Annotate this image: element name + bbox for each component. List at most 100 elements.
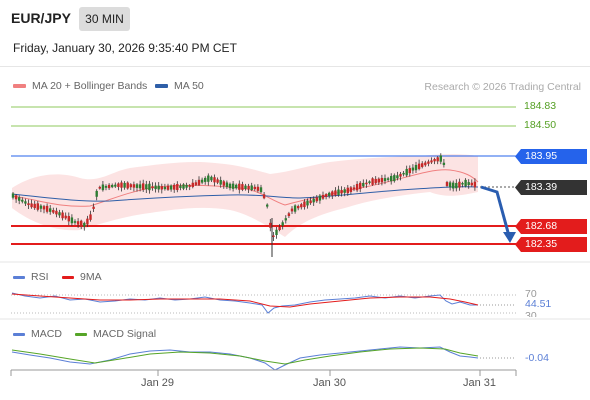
candle-body xyxy=(210,176,213,181)
candle-body xyxy=(436,157,439,162)
candle-body xyxy=(390,175,393,182)
candle-body xyxy=(219,179,222,185)
candle-body xyxy=(27,203,30,206)
legend-rsi-9ma: 9MA xyxy=(62,271,102,283)
candle-body xyxy=(269,222,272,228)
candle-body xyxy=(92,206,95,209)
macd-swatch xyxy=(13,332,25,336)
candle-body xyxy=(163,186,167,190)
candle-body xyxy=(76,221,80,225)
legend-macd: MACD xyxy=(13,328,62,340)
candle-body xyxy=(148,183,151,191)
candle-body xyxy=(207,175,210,182)
candle-body xyxy=(247,185,250,190)
candle-body xyxy=(235,184,238,189)
candle-body xyxy=(142,183,145,190)
candle-body xyxy=(194,182,198,185)
candle-body xyxy=(262,194,266,199)
candle-body xyxy=(290,208,294,212)
resistance-1-label: 184.50 xyxy=(524,119,557,131)
candle-body xyxy=(439,155,442,162)
candle-body xyxy=(455,182,458,189)
candle-body xyxy=(424,162,427,166)
candle-body xyxy=(216,179,219,183)
candle-body xyxy=(160,186,163,190)
candle-body xyxy=(461,182,464,185)
candle-body xyxy=(52,210,55,213)
rsi-9ma-line xyxy=(11,293,479,308)
candle-body xyxy=(18,197,21,201)
candle-body xyxy=(272,235,275,238)
candle-body xyxy=(399,173,402,177)
candle-body xyxy=(182,184,185,189)
legend-rsi: RSI xyxy=(13,271,49,283)
rsi-line xyxy=(11,292,478,314)
candle-body xyxy=(104,186,108,188)
candle-body xyxy=(284,218,287,221)
support-1-label: 182.68 xyxy=(515,219,587,234)
candle-body xyxy=(24,201,27,204)
candle-body xyxy=(70,217,74,224)
candle-body xyxy=(359,182,362,190)
candle-body xyxy=(297,206,300,209)
candle-body xyxy=(287,213,291,217)
candle-body xyxy=(120,182,123,188)
candle-body xyxy=(45,205,49,212)
candle-body xyxy=(101,184,105,191)
candle-body xyxy=(411,167,415,171)
candle-body xyxy=(275,229,278,236)
candle-body xyxy=(445,182,449,186)
candle-body xyxy=(467,182,470,186)
rsi-9ma-swatch xyxy=(62,275,74,279)
candle-body xyxy=(228,183,232,189)
rsi-70-label: 70 xyxy=(525,288,537,300)
candle-body xyxy=(250,185,253,191)
candle-body xyxy=(204,177,207,182)
ma20-swatch xyxy=(13,84,26,88)
candle-body xyxy=(259,187,263,193)
header-divider xyxy=(0,66,590,67)
candle-body xyxy=(309,200,312,204)
candle-body xyxy=(396,175,399,179)
candle-body xyxy=(89,214,92,220)
candle-body xyxy=(346,187,349,194)
candle-body xyxy=(470,182,473,186)
candle-body xyxy=(117,183,120,188)
candle-body xyxy=(362,182,365,187)
candle-body xyxy=(241,184,244,190)
legend-macd-label: MACD xyxy=(31,328,62,340)
candle-body xyxy=(83,222,86,227)
candle-body xyxy=(185,184,188,188)
candlesticks xyxy=(11,153,477,257)
candle-body xyxy=(328,192,331,196)
candle-body xyxy=(306,200,309,206)
candle-body xyxy=(433,159,436,162)
credit-text: Research © 2026 Trading Central xyxy=(424,81,581,93)
x-label-jan31: Jan 31 xyxy=(463,377,497,389)
candle-body xyxy=(343,189,346,193)
forecast-arrow xyxy=(480,185,511,237)
candle-body xyxy=(21,199,24,202)
legend-macd-signal-label: MACD Signal xyxy=(93,328,157,340)
x-label-jan30: Jan 30 xyxy=(313,377,347,389)
candle-body xyxy=(231,183,235,189)
candle-body xyxy=(421,163,424,167)
candle-body xyxy=(33,203,36,209)
candle-body xyxy=(11,193,15,198)
candle-body xyxy=(340,189,343,194)
candle-body xyxy=(14,195,18,200)
candle-body xyxy=(123,182,126,188)
candle-body xyxy=(80,220,83,228)
candle-body xyxy=(458,181,461,188)
candle-body xyxy=(278,226,281,231)
timeframe-button[interactable]: 30 MIN xyxy=(79,7,130,31)
candle-body xyxy=(244,185,247,189)
candle-body xyxy=(281,222,284,226)
candle-body xyxy=(36,203,39,210)
legend-ma50-label: MA 50 xyxy=(174,80,204,92)
candle-body xyxy=(334,190,337,196)
candle-body xyxy=(371,178,374,185)
candle-body xyxy=(253,186,256,190)
candle-body xyxy=(126,182,129,189)
candle-body xyxy=(64,215,67,219)
